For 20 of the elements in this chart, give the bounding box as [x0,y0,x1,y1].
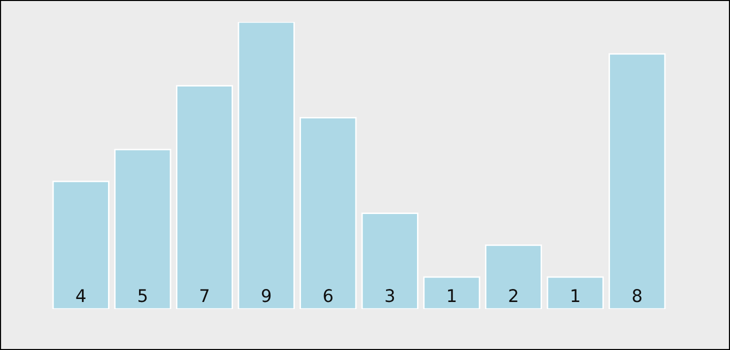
data-label: 4 [76,289,86,302]
data-label: 2 [509,289,518,302]
bar [361,212,418,309]
bar [484,244,542,309]
bar [238,22,295,309]
data-label: 6 [324,289,333,302]
bar [176,85,234,309]
data-label: 1 [448,289,456,302]
data-label: 1 [572,289,580,302]
data-label: 7 [200,289,209,302]
data-label: 9 [262,289,271,302]
data-label: 5 [138,289,147,302]
bar [300,116,357,309]
bar [546,276,604,309]
data-label: 8 [632,289,642,302]
data-label: 3 [386,289,394,302]
bar [114,148,172,309]
bar [608,53,666,309]
bar [423,276,480,309]
bar [52,180,110,309]
